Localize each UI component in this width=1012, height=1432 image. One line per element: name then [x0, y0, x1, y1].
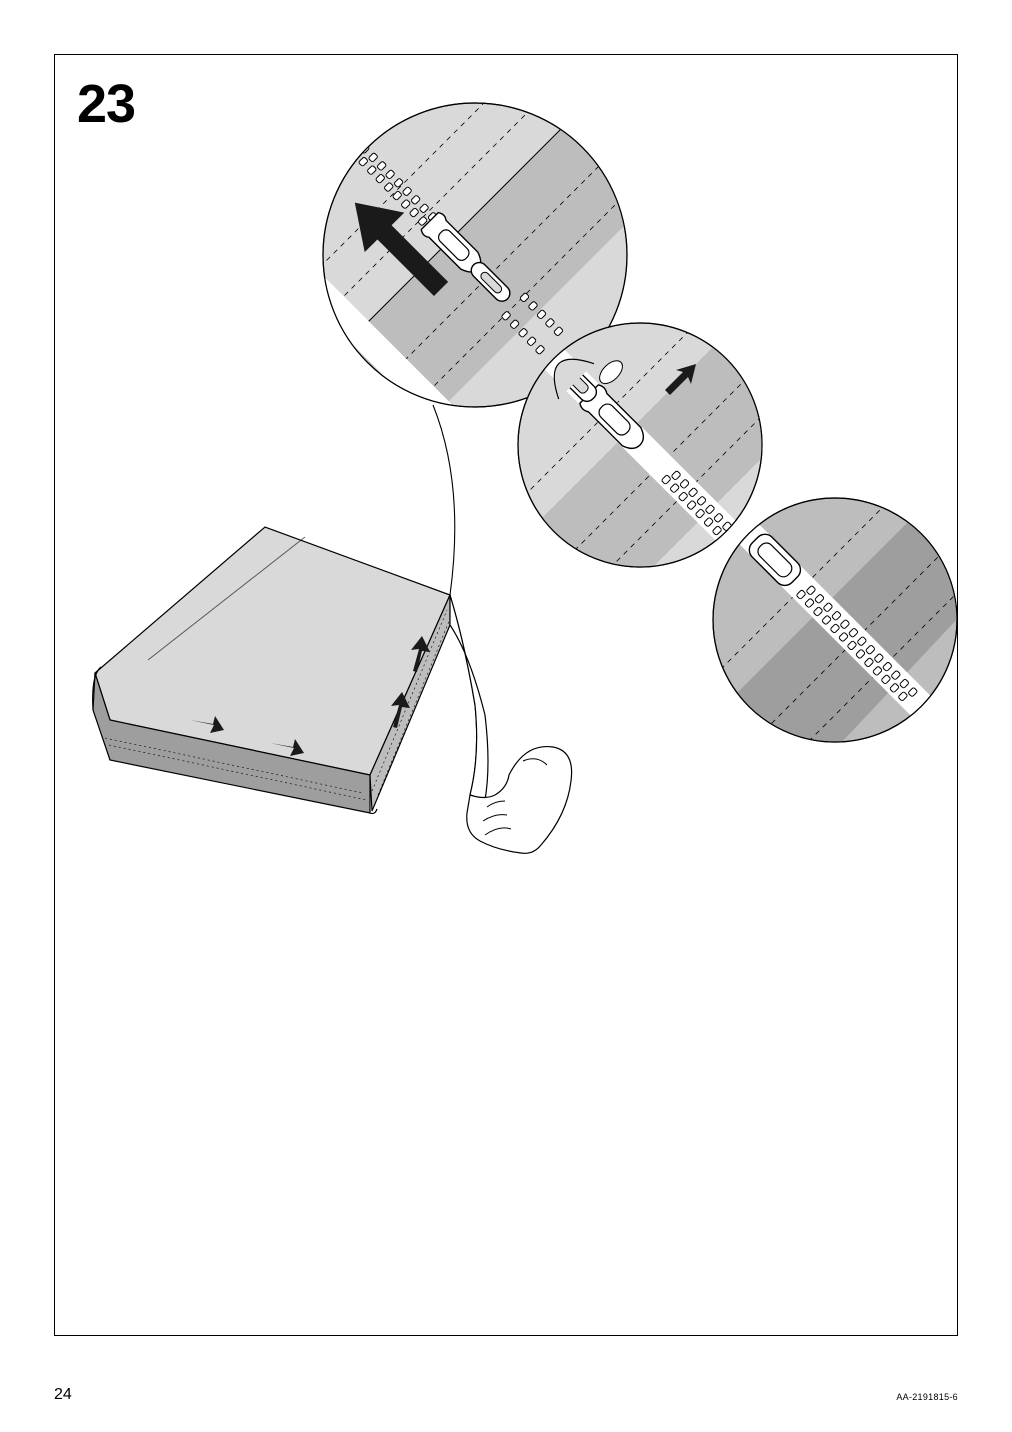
cushion	[93, 527, 452, 814]
document-code: AA-2191815-6	[896, 1392, 958, 1402]
leader-line-a	[433, 405, 455, 595]
assembly-illustration	[55, 55, 958, 975]
page-number: 24	[54, 1386, 72, 1404]
instruction-page: 23	[54, 54, 958, 1336]
hand	[450, 595, 572, 853]
